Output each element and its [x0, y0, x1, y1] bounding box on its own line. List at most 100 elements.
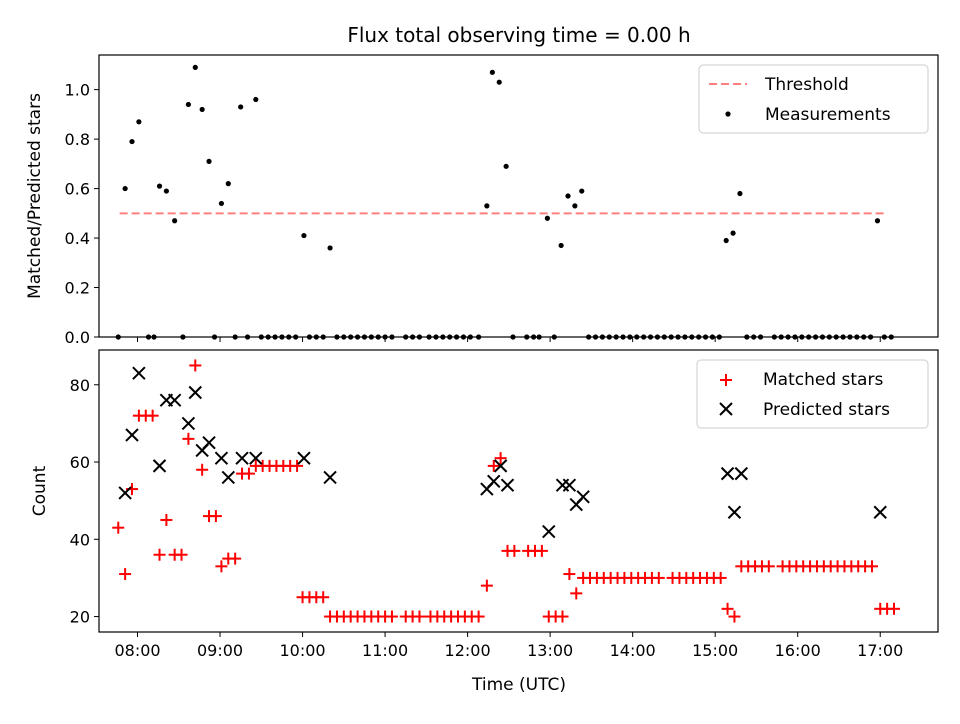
predicted-star-point [562, 478, 577, 492]
measurements-legend-swatch [725, 111, 731, 117]
predicted-star-point [125, 428, 139, 442]
matched-star-point [570, 587, 583, 600]
predicted-legend-swatch [719, 402, 733, 416]
measurement-point [544, 215, 550, 221]
threshold-legend-label: Threshold [764, 75, 849, 95]
y-tick-label: 0.6 [65, 180, 90, 199]
measurement-point [558, 242, 564, 249]
bottom-marks [112, 359, 900, 623]
y-tick-label: 0.0 [65, 328, 90, 347]
measurement-point [253, 96, 259, 103]
predicted-star-point [118, 486, 132, 500]
matched-star-point [153, 548, 166, 561]
predicted-star-point [873, 505, 887, 519]
predicted-star-point [235, 451, 249, 465]
top-panel: Flux total observing time = 0.00 h 0.0 0.… [25, 23, 939, 347]
bottom-y-axis-label: Count [30, 465, 50, 516]
matched-star-point [721, 602, 734, 615]
measurement-point [225, 181, 231, 187]
y-tick-label: 80 [70, 376, 90, 395]
predicted-star-point [500, 478, 515, 492]
matched-star-point [291, 459, 304, 472]
predicted-legend-label: Predicted stars [763, 400, 890, 420]
predicted-star-point [720, 466, 735, 481]
matched-star-point [728, 610, 741, 623]
predicted-star-point [576, 490, 590, 504]
measurement-point [496, 79, 502, 85]
matched-star-point [215, 560, 228, 573]
matched-star-point [317, 591, 330, 604]
matched-star-point [887, 602, 900, 615]
measurement-point [503, 163, 509, 169]
x-tick-label: 15:00 [692, 641, 738, 660]
x-tick-label: 11:00 [362, 641, 408, 660]
x-tick-label: 13:00 [527, 641, 573, 660]
predicted-star-point [202, 436, 216, 450]
measurement-point [206, 158, 212, 164]
measurement-point [579, 188, 585, 194]
matched-star-point [487, 459, 500, 472]
matched-star-point [229, 552, 242, 565]
x-tick-label: 16:00 [775, 641, 821, 660]
predicted-star-point [487, 474, 501, 489]
measurement-point [565, 193, 571, 199]
matched-star-point [242, 467, 255, 480]
x-axis-label: Time (UTC) [471, 675, 566, 695]
measurement-point [723, 237, 729, 244]
x-tick-label: 09:00 [197, 641, 243, 660]
predicted-star-point [297, 451, 311, 465]
x-tick-label: 08:00 [114, 641, 160, 660]
bottom-plot-frame [98, 349, 939, 633]
top-legend-box [698, 64, 929, 134]
measurement-point [156, 183, 163, 189]
matched-star-point [494, 452, 507, 465]
predicted-star-point [132, 366, 146, 380]
predicted-star-point [542, 524, 556, 539]
predicted-star-point [323, 470, 337, 485]
predicted-star-point [221, 470, 235, 485]
predicted-star-point [493, 459, 508, 473]
y-tick-label: 0.4 [65, 229, 90, 248]
matched-star-point [563, 568, 576, 581]
predicted-star-point [555, 478, 570, 492]
y-tick-label: 40 [70, 530, 90, 549]
predicted-star-point [181, 416, 196, 431]
measurement-point [129, 138, 135, 145]
y-tick-label: 0.8 [65, 130, 90, 149]
top-y-axis-label: Matched/Predicted stars [25, 93, 45, 299]
chart-title: Flux total observing time = 0.00 h [347, 23, 690, 47]
measurement-point [874, 218, 881, 224]
bottom-panel: 08:00 09:00 10:00 11:00 12:00 13:00 14:00 15:00… [30, 349, 939, 695]
x-tick-label: 14:00 [610, 641, 656, 660]
matched-star-point [762, 560, 775, 573]
top-axis-ticks: 0.0 0.2 0.4 0.6 0.8 1.0 [65, 81, 881, 347]
measurement-point [301, 232, 307, 239]
x-tick-label: 12:00 [445, 641, 491, 660]
x-tick-label: 10:00 [280, 641, 326, 660]
bottom-legend: Matched stars Predicted stars [696, 359, 929, 429]
measurement-point [730, 230, 736, 236]
measurement-point [185, 101, 192, 108]
matched-star-point [146, 409, 159, 422]
measurement-point [122, 185, 128, 192]
matched-star-point [480, 579, 493, 592]
predicted-star-point [727, 505, 742, 519]
measurement-point [489, 69, 495, 75]
matched-star-point [119, 568, 132, 581]
matched-star-point [160, 513, 173, 526]
measurement-point [136, 119, 142, 125]
predicted-star-point [214, 451, 229, 465]
matched-star-point [508, 544, 521, 557]
measurement-point [484, 203, 490, 209]
matched-legend-swatch [720, 374, 732, 386]
y-tick-label: 60 [70, 453, 90, 472]
predicted-star-point [167, 393, 182, 407]
measurement-point [199, 106, 205, 113]
predicted-star-point [152, 459, 167, 473]
measurements-legend-label: Measurements [765, 105, 891, 125]
matched-star-point [652, 571, 665, 584]
matched-star-point [535, 544, 548, 557]
measurement-point [238, 104, 244, 110]
bottom-axis-ticks: 08:00 09:00 10:00 11:00 12:00 13:00 14:00 15:00… [70, 376, 904, 660]
